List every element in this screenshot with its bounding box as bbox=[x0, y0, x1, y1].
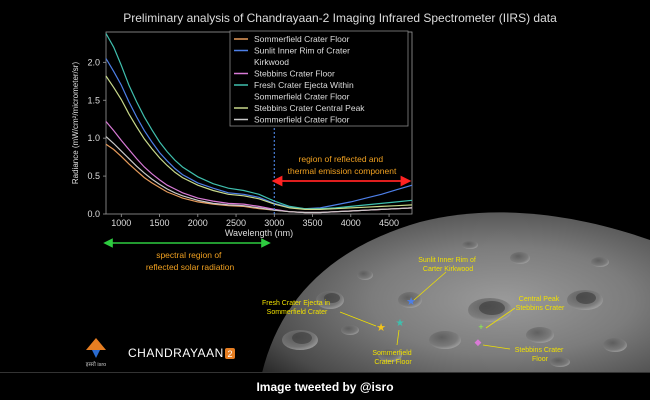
agency-name: इसरो isro bbox=[86, 361, 106, 368]
y-tick-label: 1.5 bbox=[87, 95, 100, 105]
y-tick-label: 1.0 bbox=[87, 133, 100, 143]
series-line-4 bbox=[105, 33, 413, 210]
legend-entry-1: Sommerfield Crater Floor bbox=[254, 34, 350, 44]
chart-legend: Sommerfield Crater Floor Sunlit Inner Rim… bbox=[229, 30, 409, 127]
legend-entry-5: Stebbins Crater Central Peak bbox=[254, 103, 365, 113]
solar-region-annotation: spectral region of reflected solar radia… bbox=[103, 238, 271, 272]
y-tick-label: 0.0 bbox=[87, 209, 100, 219]
x-tick-label: 3500 bbox=[303, 218, 323, 228]
stebbins-floor-marker-icon: ◆ bbox=[475, 337, 482, 347]
map-labels: Sunlit Inner Rim of Carter Kirkwood Cent… bbox=[262, 257, 565, 366]
kirkwood-marker-icon: ★ bbox=[406, 296, 416, 308]
map-label-stebbins-floor: Stebbins Crater Floor bbox=[515, 347, 566, 363]
y-axis-ticks: 0.0 0.5 1.0 1.5 2.0 bbox=[87, 57, 106, 219]
thermal-region-label: region of reflected and thermal emission… bbox=[288, 154, 397, 176]
plot-area: 1000 1500 2000 2500 3000 3500 4000 4500 0.0 0.5 1… bbox=[71, 31, 413, 238]
x-tick-label: 1000 bbox=[111, 218, 131, 228]
mission-logo-text: CHANDRAYAAN bbox=[128, 346, 224, 360]
lunar-surface-image bbox=[262, 212, 650, 373]
map-leader-lines bbox=[339, 271, 516, 350]
series-line-2 bbox=[105, 58, 413, 210]
map-markers: ★ ★ ★ + ◆ bbox=[376, 296, 484, 347]
svg-text:2: 2 bbox=[227, 349, 232, 359]
legend-entry-3: Stebbins Crater Floor bbox=[254, 69, 335, 79]
x-tick-label: 1500 bbox=[150, 218, 170, 228]
x-axis-label: Wavelength (nm) bbox=[225, 228, 293, 238]
series-line-6 bbox=[105, 136, 413, 214]
x-tick-label: 3000 bbox=[264, 218, 284, 228]
y-tick-label: 2.0 bbox=[87, 57, 100, 67]
map-label-sommerfield-floor: Sommerfield Crater Floor bbox=[372, 350, 413, 366]
series-lines bbox=[105, 33, 413, 214]
thermal-region-annotation: region of reflected and thermal emission… bbox=[271, 154, 412, 187]
central-peak-marker-icon: + bbox=[478, 322, 483, 332]
legend-entry-2: Sunlit Inner Rim of Crater Kirkwood bbox=[254, 46, 350, 68]
ejecta-marker-icon: ★ bbox=[376, 322, 386, 334]
map-label-kirkwood: Sunlit Inner Rim of Carter Kirkwood bbox=[418, 257, 478, 273]
y-axis-label: Radiance (mW/cm²/micrometer/sr) bbox=[71, 62, 80, 185]
x-tick-label: 2000 bbox=[188, 218, 208, 228]
solar-region-label: spectral region of reflected solar radia… bbox=[146, 250, 235, 272]
sommerfield-marker-icon: ★ bbox=[396, 318, 405, 329]
footer-divider bbox=[0, 372, 650, 373]
isro-logo-icon bbox=[86, 338, 106, 350]
y-tick-label: 0.5 bbox=[87, 171, 100, 181]
mission-number-badge: 2 bbox=[225, 348, 235, 359]
legend-entry-4: Fresh Crater Ejecta Within Sommerfield Cr… bbox=[254, 80, 354, 102]
series-line-5 bbox=[105, 75, 413, 210]
map-label-central-peak: Central Peak Stebbins Crater bbox=[516, 296, 565, 312]
legend-entry-6: Sommerfield Crater Floor bbox=[254, 115, 350, 125]
x-axis-ticks: 1000 1500 2000 2500 3000 3500 4000 4500 bbox=[111, 214, 399, 228]
map-label-ejecta: Fresh Crater Ejecta in Sommerfield Crate… bbox=[262, 300, 332, 316]
image-credit: Image tweeted by @isro bbox=[0, 373, 650, 400]
x-tick-label: 2500 bbox=[226, 218, 246, 228]
chart-title: Preliminary analysis of Chandrayaan-2 Im… bbox=[123, 11, 557, 25]
isro-logo: इसरो isro bbox=[86, 338, 106, 368]
legend-box bbox=[229, 30, 409, 127]
x-tick-label: 4500 bbox=[379, 218, 399, 228]
x-tick-label: 4000 bbox=[341, 218, 361, 228]
